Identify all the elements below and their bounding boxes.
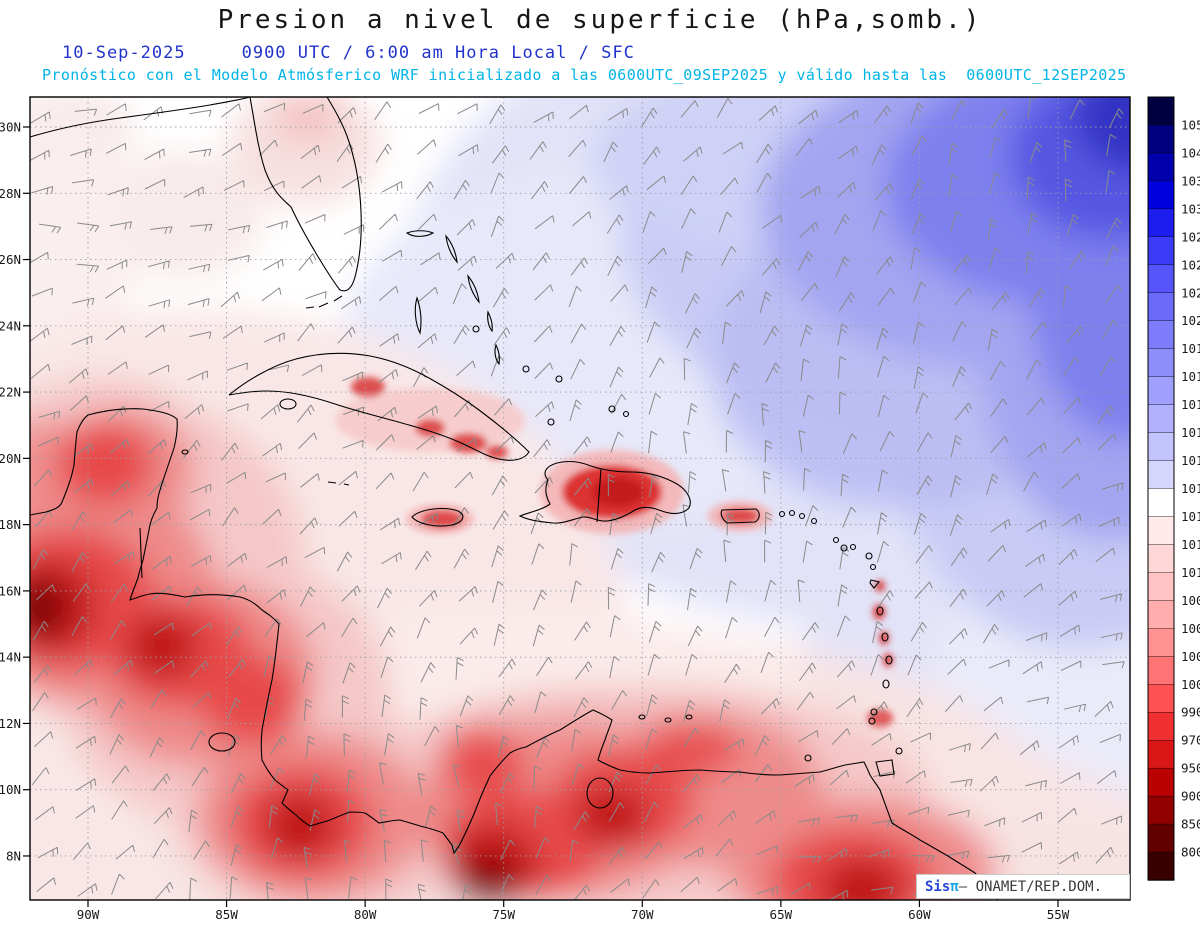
lat-label: 14N xyxy=(0,650,21,665)
lon-label: 90W xyxy=(77,907,100,922)
chart-time: 0900 UTC / 6:00 am Hora Local / SFC xyxy=(241,43,635,63)
lon-label: 55W xyxy=(1047,907,1070,922)
colorbar-label: 1022 xyxy=(1181,285,1200,300)
colorbar-label: 1020 xyxy=(1181,313,1200,328)
colorbar-segment xyxy=(1147,851,1175,881)
colorbar-segment xyxy=(1147,795,1175,825)
colorbar-label: 1050 xyxy=(1181,118,1200,133)
colorbar-segment xyxy=(1147,712,1175,741)
colorbar-label: 1015 xyxy=(1181,453,1200,468)
colorbar-label: 1012 xyxy=(1181,537,1200,552)
colorbar-segment xyxy=(1147,684,1175,713)
colorbar-segment xyxy=(1147,572,1175,602)
colorbar-segment xyxy=(1147,236,1175,266)
colorbar-segment xyxy=(1147,460,1175,490)
colorbar-segment xyxy=(1147,96,1175,126)
colorbar-segment xyxy=(1147,152,1175,182)
colorbar-segment xyxy=(1147,432,1175,462)
colorbar-label: 1010 xyxy=(1181,565,1200,580)
colorbar-label: 1018 xyxy=(1181,369,1200,384)
colorbar-segment xyxy=(1147,823,1175,853)
chart-model-line: Pronóstico con el Modelo Atmósferico WRF… xyxy=(42,66,1127,84)
colorbar-label: 1025 xyxy=(1181,257,1200,272)
colorbar-label: 1000 xyxy=(1181,677,1200,692)
colorbar-label: 950 xyxy=(1181,761,1200,776)
lat-label: 28N xyxy=(0,186,21,201)
lon-label: 80W xyxy=(354,907,377,922)
colorbar-segment xyxy=(1147,488,1175,518)
lon-label: 70W xyxy=(631,907,654,922)
lat-label: 26N xyxy=(0,252,21,267)
colorbar-segment xyxy=(1147,628,1175,657)
colorbar-label: 970 xyxy=(1181,733,1200,748)
colorbar-segment xyxy=(1147,656,1175,685)
wind-barbs xyxy=(30,97,1125,900)
colorbar-label: 1030 xyxy=(1181,201,1200,216)
chart-title: Presion a nivel de superficie (hPa,somb.… xyxy=(217,5,983,35)
axis-ticks xyxy=(23,126,1059,907)
colorbar-label: 1013 xyxy=(1181,509,1200,524)
lat-label: 10N xyxy=(0,782,21,797)
map-frame xyxy=(29,96,1131,901)
colorbar-label: 850 xyxy=(1181,817,1200,832)
lat-label: 24N xyxy=(0,318,21,333)
lat-label: 8N xyxy=(6,848,21,863)
colorbar-label: 1017 xyxy=(1181,397,1200,412)
colorbar-segment xyxy=(1147,264,1175,294)
colorbar-segment xyxy=(1147,208,1175,238)
colorbar-label: 990 xyxy=(1181,705,1200,720)
colorbar-segment xyxy=(1147,348,1175,378)
lon-label: 75W xyxy=(492,907,515,922)
colorbar-segment xyxy=(1147,767,1175,797)
colorbar-segment xyxy=(1147,544,1175,574)
lat-label: 22N xyxy=(0,385,21,400)
colorbar-label: 1028 xyxy=(1181,229,1200,244)
colorbar-label: 1016 xyxy=(1181,425,1200,440)
watermark-org: — ONAMET/REP.DOM. xyxy=(958,878,1103,895)
colorbar-label: 900 xyxy=(1181,789,1200,804)
chart-datetime-line: 10-Sep-2025 0900 UTC / 6:00 am Hora Loca… xyxy=(62,43,635,63)
colorbar-label: 1035 xyxy=(1181,173,1200,188)
lat-label: 30N xyxy=(0,120,21,135)
lon-label: 65W xyxy=(770,907,793,922)
island-pressure-minima xyxy=(335,377,893,727)
colorbar-segment xyxy=(1147,124,1175,154)
colorbar-label: 1006 xyxy=(1181,621,1200,636)
lat-lon-grid xyxy=(30,97,1130,900)
colorbar-label: 1019 xyxy=(1181,341,1200,356)
colorbar-segment xyxy=(1147,376,1175,406)
colorbar-segment xyxy=(1147,600,1175,630)
coastlines xyxy=(30,97,999,900)
lon-label: 60W xyxy=(908,907,931,922)
colorbar-segment xyxy=(1147,180,1175,210)
colorbar: 1050 1040 1035 1030 1028 1025 1022 1020 1019 1018… xyxy=(1147,96,1200,881)
colorbar-segment xyxy=(1147,292,1175,322)
watermark-symbol: π xyxy=(950,878,959,895)
colorbar-segment xyxy=(1147,739,1175,769)
lat-label: 20N xyxy=(0,451,21,466)
colorbar-segment xyxy=(1147,320,1175,350)
lat-label: 16N xyxy=(0,583,21,598)
chart-date: 10-Sep-2025 xyxy=(62,43,186,63)
colorbar-label: 1008 xyxy=(1181,593,1200,608)
colorbar-label: 800 xyxy=(1181,845,1200,860)
watermark-box: Sis π — ONAMET/REP.DOM. xyxy=(916,874,1130,899)
lat-label: 12N xyxy=(0,716,21,731)
lat-label: 18N xyxy=(0,517,21,532)
lon-label: 85W xyxy=(215,907,238,922)
colorbar-label: 1040 xyxy=(1181,145,1200,160)
colorbar-label: 1014 xyxy=(1181,481,1200,496)
watermark-brand: Sis xyxy=(925,878,951,895)
colorbar-segment xyxy=(1147,516,1175,546)
colorbar-label: 1002 xyxy=(1181,649,1200,664)
colorbar-segment xyxy=(1147,404,1175,434)
